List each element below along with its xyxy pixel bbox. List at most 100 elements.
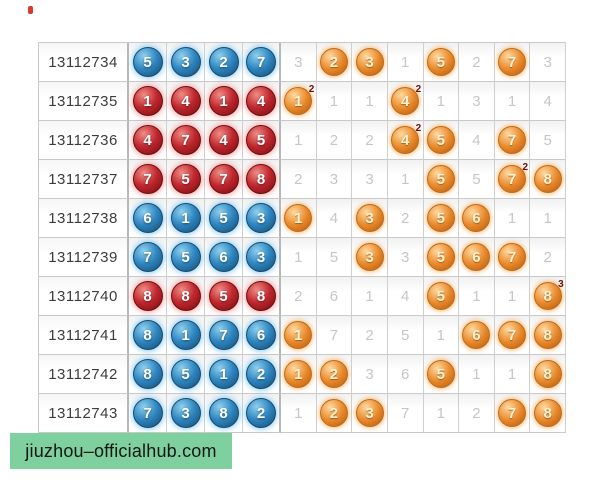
drawn-ball-cell: 2 [243,394,281,433]
miss-count-cell: 1 [423,316,460,355]
draw-id: 13112735 [48,92,118,110]
hit-digit-ball: 2 [319,399,348,427]
drawn-ball-cell: 8 [243,277,281,316]
draw-id-cell: 13112741 [39,316,129,355]
drawn-ball-cell: 1 [167,316,205,355]
hit-digit-ball: 7 [498,243,527,271]
hit-digit-cell: 2 [316,355,353,394]
miss-count-value: 1 [401,170,410,188]
hit-digit-cell: 8 [530,316,566,355]
draw-id: 13112739 [48,248,118,266]
drawn-number-ball: 6 [208,242,239,272]
drawn-ball-cell: 8 [205,394,243,433]
miss-count-cell: 4 [387,277,424,316]
drawn-number-ball: 5 [132,47,163,77]
draw-id-cell: 13112740 [39,277,129,316]
drawn-ball-cell: 5 [205,199,243,238]
drawn-number-ball: 1 [170,320,201,350]
hit-digit-ball: 7 [498,48,527,76]
drawn-ball-cell: 1 [129,82,167,121]
drawn-ball-cell: 4 [129,121,167,160]
miss-count-cell: 3 [316,160,353,199]
draw-id: 13112740 [48,287,118,305]
hit-digit-ball: 3 [355,48,384,76]
hit-digit-ball: 8 [533,321,562,349]
drawn-ball-cell: 5 [243,121,281,160]
miss-count-cell: 1 [423,394,460,433]
repeat-count-superscript: 2 [308,84,315,95]
miss-count-cell: 2 [316,121,353,160]
miss-count-cell: 1 [352,277,388,316]
drawn-number-ball: 8 [246,281,276,311]
hit-digit-cell: 1 [281,355,317,394]
miss-count-value: 1 [507,209,517,227]
hit-digit-cell: 8 [530,160,566,199]
miss-count-value: 7 [401,404,410,422]
miss-count-cell: 1 [530,199,566,238]
drawn-number-ball: 6 [132,203,163,233]
draw-id-cell: 13112739 [39,238,129,277]
miss-count-value: 2 [329,131,339,149]
draw-id-cell: 13112737 [39,160,129,199]
hit-digit-cell: 6 [459,316,495,355]
repeat-count-superscript: 3 [558,279,564,290]
drawn-ball-cell: 7 [243,43,281,82]
miss-count-cell: 1 [494,277,531,316]
miss-count-cell: 2 [387,199,424,238]
draw-id-cell: 13112743 [39,394,129,433]
hit-digit-ball: 5 [426,165,455,193]
drawn-ball-cell: 3 [167,394,205,433]
miss-count-cell: 7 [387,394,424,433]
miss-count-cell: 3 [530,43,566,82]
drawn-number-ball: 8 [132,320,163,350]
hit-digit-cell: 1 [281,316,317,355]
drawn-ball-cell: 3 [243,238,281,277]
drawn-number-ball: 7 [132,164,163,194]
hit-digit-cell: 7 [494,121,531,160]
draw-id-cell: 13112735 [39,82,129,121]
drawn-ball-cell: 5 [167,160,205,199]
miss-count-value: 3 [329,170,339,188]
hit-digit-cell: 7 [494,394,531,433]
hit-digit-cell: 2 [316,43,353,82]
miss-count-cell: 1 [316,82,353,121]
miss-count-cell: 1 [352,82,388,121]
hit-digit-ball: 7 [498,399,527,427]
drawn-number-ball: 8 [208,398,239,428]
hit-digit-ball: 7 [498,126,527,154]
draw-id-cell: 13112738 [39,199,129,238]
hit-digit-cell: 5 [423,277,460,316]
miss-count-cell: 4 [316,199,353,238]
drawn-ball-cell: 1 [167,199,205,238]
red-speck-mark [28,6,33,14]
drawn-ball-cell: 5 [167,355,205,394]
miss-count-value: 2 [401,209,410,227]
miss-count-cell: 4 [459,121,495,160]
hit-digit-ball: 8 [533,399,562,427]
miss-count-cell: 5 [459,160,495,199]
watermark-text: jiuzhou–officialhub.com [25,440,217,461]
drawn-number-ball: 4 [246,86,276,116]
drawn-ball-cell: 6 [243,316,281,355]
miss-count-cell: 1 [387,160,424,199]
miss-count-cell: 3 [352,160,388,199]
drawn-number-ball: 3 [170,47,201,77]
drawn-number-ball: 5 [208,281,239,311]
drawn-number-ball: 3 [246,242,276,272]
drawn-number-ball: 5 [170,242,201,272]
miss-count-value: 1 [294,131,303,149]
draw-id: 13112734 [48,53,118,71]
drawn-ball-cell: 8 [129,316,167,355]
miss-count-value: 4 [401,287,410,305]
miss-count-value: 5 [329,248,339,266]
miss-count-value: 1 [329,92,339,110]
